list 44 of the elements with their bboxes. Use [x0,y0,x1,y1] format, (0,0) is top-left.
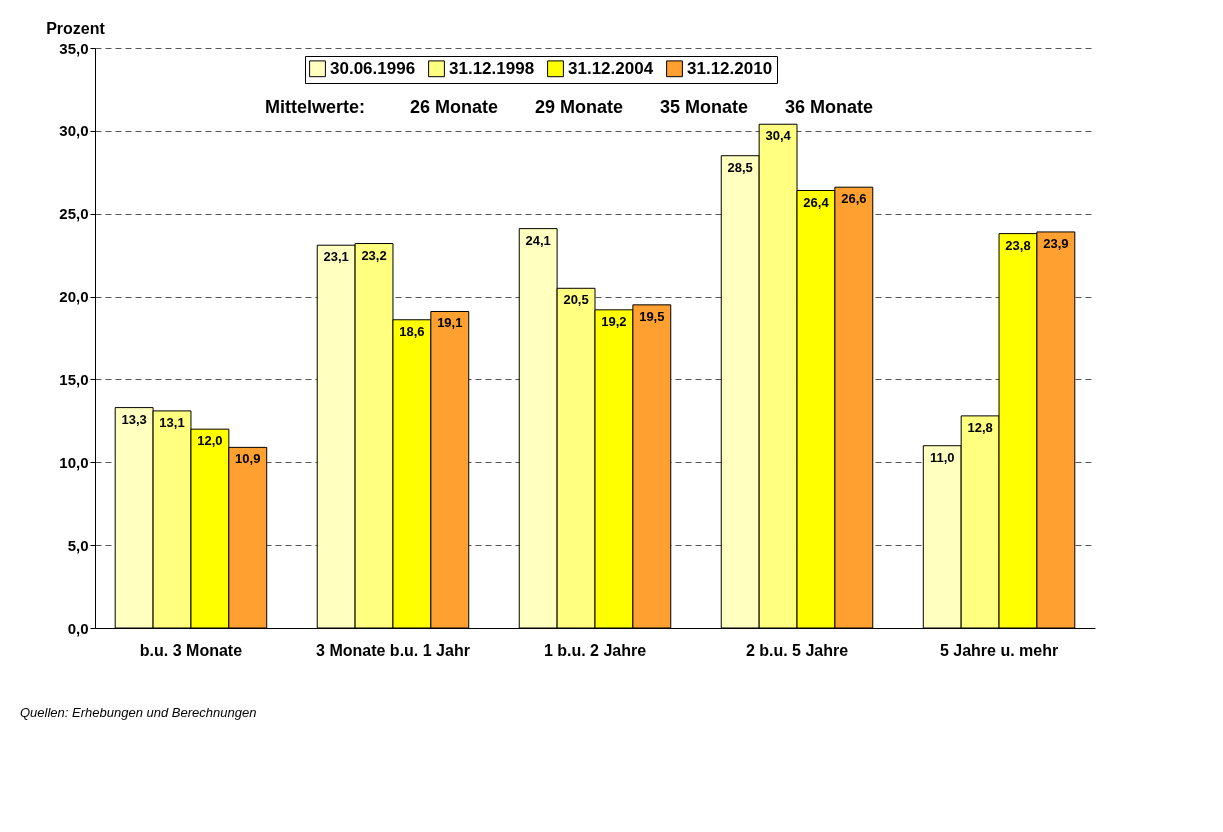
annotation: 35 Monate [660,97,749,117]
annotation: 26 Monate [410,97,499,117]
x-tick-label: 3 Monate b.u. 1 Jahr [316,641,470,659]
legend-label: 31.12.2010 [687,58,773,78]
text: 23,2 [361,247,387,263]
text: 13,1 [159,414,185,430]
text: 26,4 [803,194,829,210]
source-note: Quellen: Erhebungen und Berechnungen [20,705,257,720]
x-tick-label: 5 Jahre u. mehr [939,641,1059,659]
x-tick-label: 1 b.u. 2 Jahre [543,641,647,659]
y-tick-label: 10,0 [59,453,89,471]
text: 11,0 [929,449,955,465]
text: 18,6 [399,323,425,339]
text: 30,4 [765,128,791,144]
y-tick-label: 5,0 [67,536,89,554]
text: 12,0 [197,433,223,449]
x-tick-label: 2 b.u. 5 Jahre [745,641,849,659]
annotation: Mittelwerte: [265,97,366,117]
y-tick-label: 0,0 [67,619,89,637]
annotation: 36 Monate [785,97,874,117]
text: 19,5 [639,308,665,324]
text: 19,2 [601,313,627,329]
y-tick-label: 25,0 [59,205,89,223]
text: 23,9 [1043,235,1069,251]
y-axis-title: Prozent [46,19,106,37]
legend-label: 31.12.1998 [449,58,535,78]
text: 23,1 [323,249,349,265]
x-tick-label: b.u. 3 Monate [139,641,243,659]
y-tick-label: 20,0 [59,288,89,306]
annotation: 29 Monate [535,97,624,117]
text: 24,1 [525,232,551,248]
text: 12,8 [967,419,993,435]
y-tick-label: 15,0 [59,370,89,388]
text: 10,9 [235,451,261,467]
text: 28,5 [727,159,753,175]
legend-label: 30.06.1996 [330,58,416,78]
text: 13,3 [121,411,147,427]
text: 23,8 [1005,237,1031,253]
text: 19,1 [437,315,463,331]
y-tick-label: 30,0 [59,122,89,140]
legend-label: 31.12.2004 [568,58,654,78]
text: 20,5 [563,292,589,308]
y-tick-label: 35,0 [59,39,89,57]
text: 26,6 [841,191,867,207]
